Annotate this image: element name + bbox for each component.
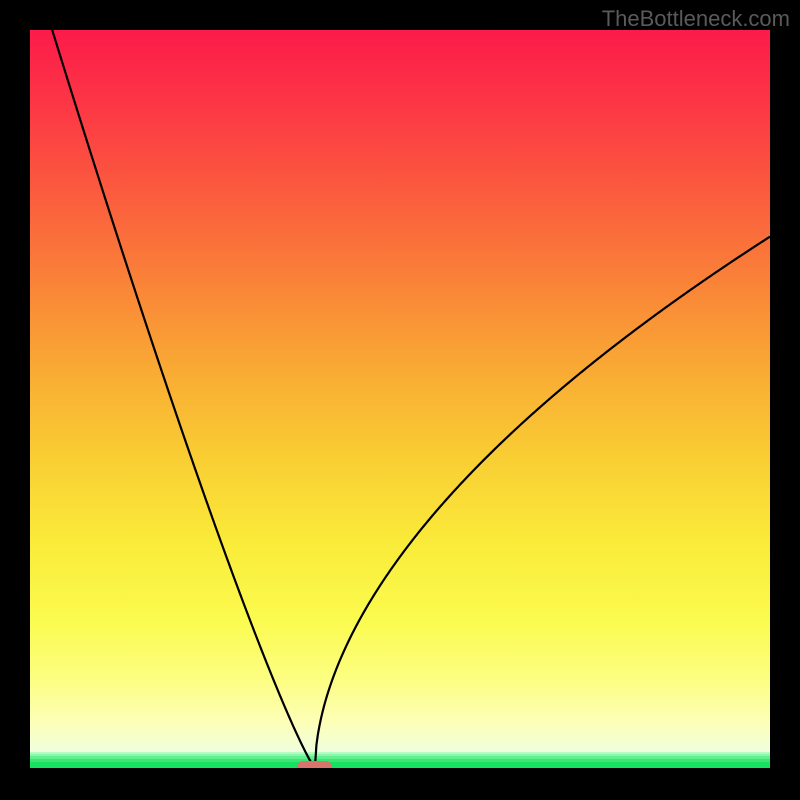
plot-area — [30, 30, 770, 768]
watermark-text: TheBottleneck.com — [602, 6, 790, 32]
optimum-marker — [297, 761, 332, 768]
chart-container: TheBottleneck.com — [0, 0, 800, 800]
bottleneck-curve — [52, 30, 770, 768]
curve-overlay — [30, 30, 770, 768]
